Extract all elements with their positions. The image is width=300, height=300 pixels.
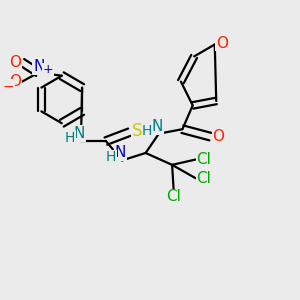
Text: O: O bbox=[213, 129, 225, 144]
Text: Cl: Cl bbox=[166, 190, 181, 205]
Text: N: N bbox=[74, 126, 85, 141]
Text: H: H bbox=[142, 124, 152, 138]
Text: +: + bbox=[42, 63, 53, 76]
Text: N: N bbox=[33, 59, 44, 74]
Text: H: H bbox=[64, 131, 75, 145]
Text: S: S bbox=[132, 122, 142, 140]
Text: H: H bbox=[106, 150, 116, 164]
Text: O: O bbox=[216, 35, 228, 50]
Text: −: − bbox=[2, 80, 14, 94]
Text: O: O bbox=[9, 55, 21, 70]
Text: N: N bbox=[152, 119, 163, 134]
Text: Cl: Cl bbox=[196, 152, 211, 167]
Text: O: O bbox=[9, 74, 21, 89]
Text: Cl: Cl bbox=[196, 171, 211, 186]
Text: N: N bbox=[115, 146, 126, 160]
